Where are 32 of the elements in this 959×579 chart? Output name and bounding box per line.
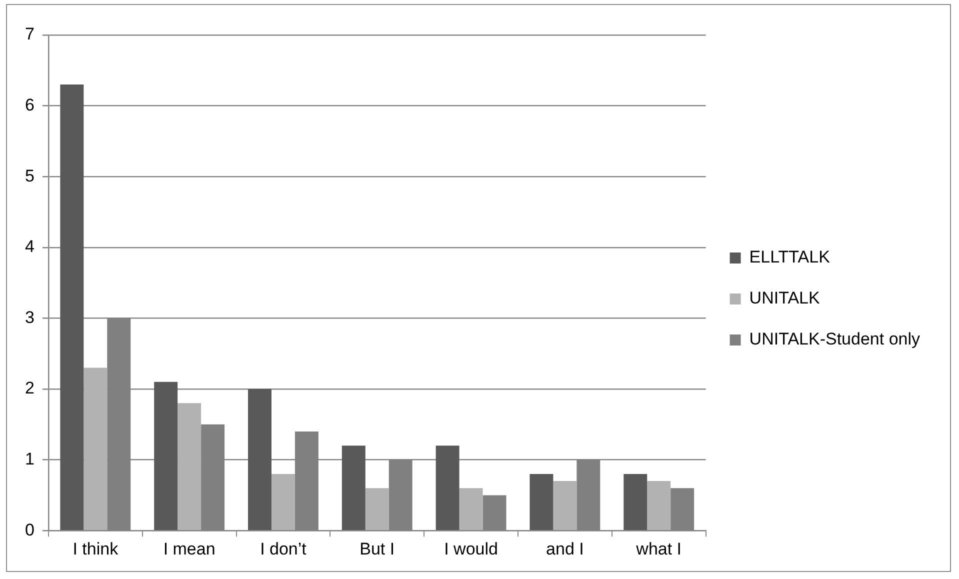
x-tick-label: But I (360, 539, 395, 558)
y-tick-label: 7 (24, 24, 34, 44)
legend-label: UNITALK-Student only (749, 330, 920, 349)
bar (271, 474, 295, 530)
x-tick-label: I would (444, 539, 498, 558)
y-tick-label: 1 (24, 449, 34, 468)
y-tick-label: 0 (24, 520, 34, 540)
bar (459, 488, 483, 530)
bar (178, 403, 202, 530)
bar (84, 368, 108, 530)
x-tick-label: what I (635, 539, 682, 558)
legend-label: UNITALK (749, 288, 820, 308)
bar (647, 481, 671, 530)
x-tick-label: I think (72, 539, 119, 558)
bar (553, 481, 577, 530)
bar (248, 389, 272, 530)
y-tick-label: 5 (24, 166, 34, 186)
bar (60, 84, 84, 530)
y-tick-label: 2 (24, 378, 34, 398)
y-tick-label: 4 (24, 237, 34, 256)
bar (436, 446, 460, 530)
y-tick-label: 6 (24, 95, 34, 114)
y-tick-label: 3 (24, 308, 34, 327)
legend-label: ELLTTALK (749, 248, 831, 267)
bar (624, 474, 648, 530)
x-tick-label: I don’t (260, 539, 307, 558)
bar (530, 474, 554, 530)
x-tick-label: I mean (163, 539, 216, 558)
x-tick-label: and I (546, 539, 584, 558)
bar (365, 488, 389, 530)
bar (154, 382, 178, 530)
bar (342, 446, 366, 530)
